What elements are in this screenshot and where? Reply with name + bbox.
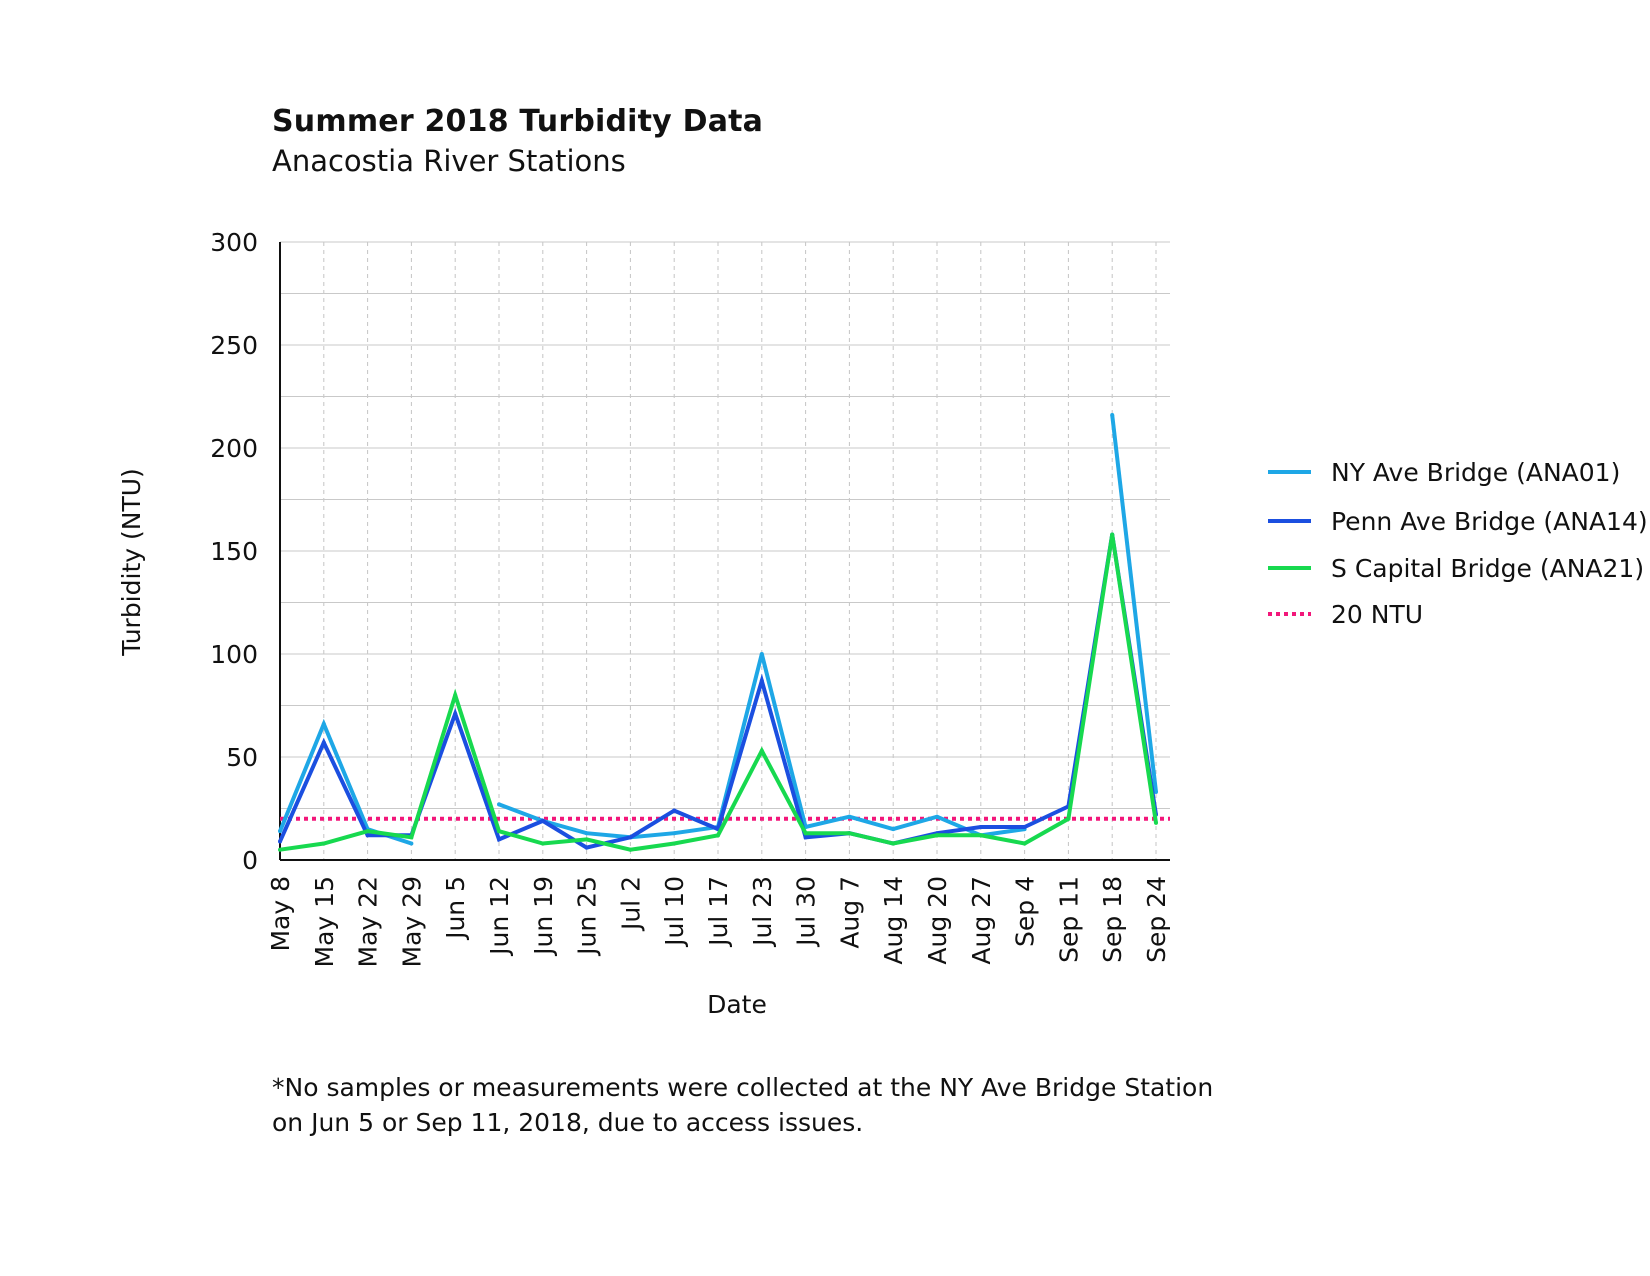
gridlines [279,241,1170,860]
data-point [584,837,589,842]
y-tick-label: 50 [226,743,258,772]
y-tick-label: 300 [210,228,258,257]
footnote: *No samples or measurements were collect… [272,1070,1213,1140]
data-point [584,845,589,850]
x-tick-label: Sep 11 [1054,876,1083,963]
data-point [365,829,370,834]
x-tick-label: May 15 [310,876,339,967]
data-point [628,847,633,852]
chart-subtitle: Anacostia River Stations [272,144,626,178]
data-point [584,831,589,836]
x-tick-label: Jun 25 [573,876,602,957]
x-tick-label: May 8 [266,876,295,952]
data-point [540,841,545,846]
data-point [759,678,764,683]
y-tick-label: 100 [210,640,258,669]
legend-label: 20 NTU [1331,600,1423,629]
data-point [891,841,896,846]
y-tick-label: 250 [210,331,258,360]
x-tick-label: Sep 4 [1011,876,1040,947]
x-tick-label: Aug 14 [879,876,908,965]
data-point [628,835,633,840]
data-point [321,722,326,727]
data-point [409,835,414,840]
y-tick-labels: 0 50 100 150 200 250 300 [210,228,258,875]
series-line-1 [278,718,413,846]
legend-label: NY Ave Bridge (ANA01) [1331,458,1620,487]
data-point [1154,790,1158,795]
x-axis-title: Date [707,990,767,1019]
x-tick-label: Jul 17 [704,876,733,948]
x-tick-label: Sep 24 [1142,876,1171,963]
data-point [453,711,458,716]
data-point [1022,841,1027,846]
data-point [759,652,764,656]
x-tick-label: Jun 19 [529,876,558,957]
data-point [321,841,326,846]
data-point [1110,532,1115,537]
x-tick-labels: May 8 May 15 May 22 May 29 Jun 5 Jun 12 Jun 19… [266,876,1171,967]
x-tick-label: May 22 [354,876,383,967]
y-tick-label: 0 [242,846,258,875]
axes [279,242,1170,861]
data-point [365,833,370,838]
x-tick-label: Jun 12 [485,876,514,957]
data-point [453,693,458,698]
data-point [278,829,282,834]
x-tick-label: Aug 7 [835,876,864,949]
x-tick-label: Jul 23 [748,876,777,948]
data-point [672,831,677,836]
x-tick-label: Sep 18 [1098,876,1127,963]
data-point [978,825,983,830]
data-point [978,833,983,838]
data-point [847,831,852,836]
legend: NY Ave Bridge (ANA01) Penn Ave Bridge (AN… [1268,458,1648,629]
footnote-line-1: *No samples or measurements were collect… [272,1073,1214,1102]
data-point [278,847,282,852]
series-line-1 [1110,414,1158,793]
x-tick-label: Jul 2 [616,876,645,932]
footnote-line-2: on Jun 5 or Sep 11, 2018, due to access … [272,1108,864,1137]
x-tick-label: Jul 10 [660,876,689,948]
y-tick-label: 200 [210,434,258,463]
y-tick-label: 150 [210,537,258,566]
chart-title: Summer 2018 Turbidity Data [272,104,764,139]
data-point [409,841,414,846]
legend-label: S Capital Bridge (ANA21) [1331,554,1644,583]
data-point [321,740,326,745]
data-point [759,748,764,753]
y-axis-title: Turbidity (NTU) [117,468,146,657]
data-point [1066,816,1071,821]
data-point [497,829,501,834]
x-tick-label: Aug 20 [923,876,952,965]
data-point [803,835,808,840]
data-point [935,814,939,819]
data-point [1110,413,1115,418]
x-tick-label: May 29 [397,876,426,967]
data-point [803,831,808,836]
data-point [672,808,677,813]
data-point [847,814,852,819]
series-layer [278,413,1158,852]
x-tick-label: Aug 27 [967,876,996,965]
data-point [540,818,545,823]
data-point [716,833,720,838]
data-point [891,827,896,832]
data-point [935,833,939,838]
data-point [1154,820,1158,825]
data-point [497,837,501,842]
data-point [672,841,677,846]
data-point [497,802,501,807]
data-point [1022,825,1027,830]
x-tick-label: Jun 5 [441,876,470,941]
legend-label: Penn Ave Bridge (ANA14) [1331,507,1648,536]
data-point [278,839,282,844]
x-tick-label: Jul 30 [792,876,821,948]
